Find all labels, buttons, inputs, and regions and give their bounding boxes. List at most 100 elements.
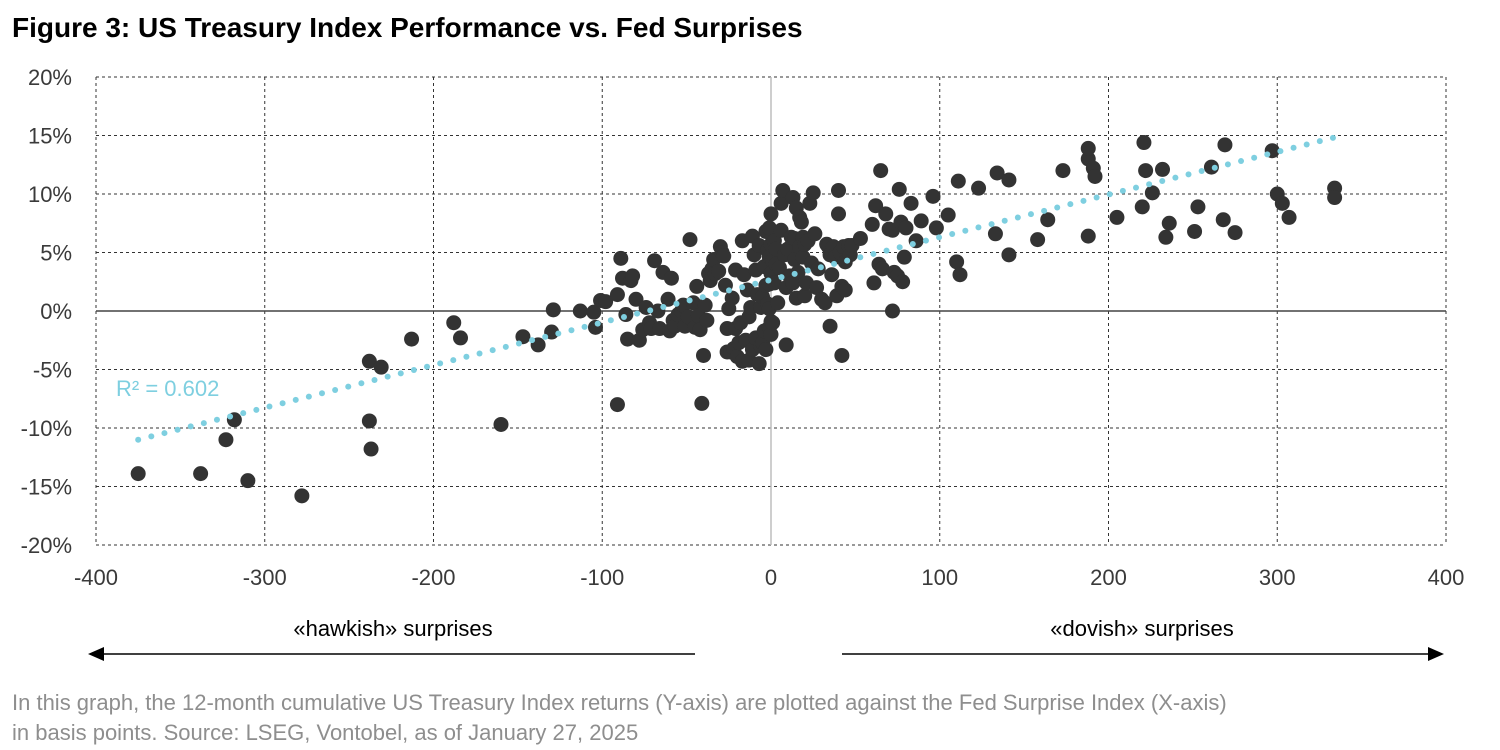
data-point <box>805 185 821 201</box>
trendline-dot <box>620 313 627 320</box>
trendline-dot <box>725 287 732 294</box>
x-tick-label: 200 <box>1090 565 1127 590</box>
data-point <box>1215 212 1231 228</box>
data-point <box>682 232 698 248</box>
data-point <box>1001 247 1017 263</box>
data-point <box>1327 190 1343 206</box>
trendline-dot <box>542 333 549 340</box>
data-point <box>831 206 846 222</box>
data-point <box>446 315 462 331</box>
data-point <box>613 250 629 266</box>
data-point <box>903 195 919 211</box>
y-tick-label: -20% <box>21 533 72 558</box>
data-point <box>1158 229 1174 245</box>
data-point <box>891 181 907 197</box>
trendline-dot <box>463 353 470 360</box>
data-point <box>778 337 794 353</box>
data-point <box>130 466 146 482</box>
trendline-dot <box>949 231 956 238</box>
trendline-dot <box>831 260 838 267</box>
trendline-dot <box>240 410 247 417</box>
trendline <box>135 134 1336 443</box>
trendline-dot <box>279 400 286 407</box>
data-point <box>940 207 956 223</box>
trendline-dot <box>1303 141 1310 148</box>
data-point <box>545 302 561 318</box>
data-point <box>895 274 911 290</box>
data-point <box>928 220 944 236</box>
trendline-dot <box>1224 161 1231 168</box>
data-point <box>724 290 740 306</box>
hawkish-surprises-label: «hawkish» surprises <box>293 616 492 641</box>
r-squared-label: R² = 0.602 <box>116 376 219 401</box>
trendline-dot <box>1251 154 1258 161</box>
data-point <box>866 275 882 291</box>
data-point <box>697 297 713 313</box>
data-point <box>925 188 941 204</box>
data-point <box>1080 140 1096 156</box>
trendline-dot <box>515 340 522 347</box>
trendline-dot <box>292 396 299 403</box>
data-point <box>218 432 234 448</box>
figure-caption: In this graph, the 12-month cumulative U… <box>12 688 1492 748</box>
data-point <box>873 163 889 179</box>
data-point <box>987 226 1003 242</box>
trendline-dot <box>476 350 483 357</box>
trendline-dot <box>739 284 746 291</box>
trendline-dot <box>936 234 943 241</box>
data-point <box>1138 163 1154 179</box>
trendline-dot <box>1159 177 1166 184</box>
trendline-dot <box>1146 181 1153 188</box>
trendline-dot <box>437 360 444 367</box>
x-tick-label: -300 <box>243 565 287 590</box>
x-tick-label: -100 <box>580 565 624 590</box>
data-point <box>736 267 752 283</box>
x-tick-label: 0 <box>765 565 777 590</box>
trendline-dot <box>1329 134 1336 141</box>
dovish-surprises-label: «dovish» surprises <box>1050 616 1233 641</box>
data-point <box>1155 161 1170 177</box>
data-point <box>1087 168 1103 184</box>
data-point <box>817 295 833 311</box>
data-point <box>240 473 256 489</box>
trendline-dot <box>1119 187 1126 194</box>
trendline-dot <box>502 343 509 350</box>
trendline-dot <box>1238 158 1245 165</box>
data-point <box>771 260 787 276</box>
data-point <box>586 304 602 320</box>
trendline-dot <box>962 227 969 234</box>
data-point <box>765 315 781 331</box>
trendline-dot <box>1172 174 1179 181</box>
data-point <box>807 226 823 242</box>
data-point <box>822 318 838 334</box>
trendline-dot <box>1316 138 1323 145</box>
trendline-dot <box>489 347 496 354</box>
data-point <box>797 288 813 304</box>
data-point <box>598 294 614 310</box>
data-point <box>609 287 625 303</box>
trendline-dot <box>686 297 693 304</box>
y-tick-label: 15% <box>28 124 72 149</box>
data-point <box>404 331 420 347</box>
y-tick-label: 10% <box>28 182 72 207</box>
data-point <box>868 198 884 214</box>
data-point <box>625 268 641 284</box>
data-point <box>699 312 715 328</box>
data-points <box>130 135 1343 504</box>
data-point <box>763 326 779 342</box>
data-point <box>1227 225 1243 241</box>
data-point <box>373 359 389 375</box>
data-point <box>773 195 789 211</box>
trendline-dot <box>266 403 273 410</box>
data-point <box>1055 163 1071 179</box>
data-point <box>493 416 509 432</box>
x-tick-label: 300 <box>1259 565 1296 590</box>
data-point <box>1080 228 1096 244</box>
data-point <box>949 254 965 270</box>
trendline-dot <box>607 317 614 324</box>
trendline-dot <box>253 406 260 413</box>
data-point <box>809 280 825 296</box>
trendline-dot <box>161 430 168 437</box>
trendline-dot <box>699 294 706 301</box>
data-point <box>609 397 625 413</box>
